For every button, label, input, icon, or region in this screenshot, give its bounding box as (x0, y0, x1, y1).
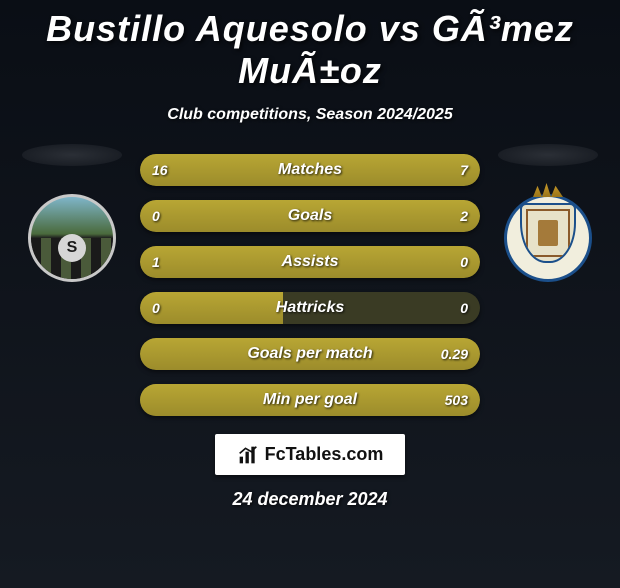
bar-label: Min per goal (263, 391, 357, 409)
bar-label: Matches (278, 161, 342, 179)
stat-bar: Min per goal 503 (140, 384, 480, 416)
footer: FcTables.com 24 december 2024 (20, 434, 600, 510)
bar-value-right: 2 (460, 208, 468, 224)
chart-icon (237, 445, 259, 465)
bar-value-left: 1 (152, 254, 160, 270)
bar-fill-left (140, 292, 283, 324)
bar-value-right: 0.29 (441, 346, 468, 362)
bar-label: Goals per match (247, 345, 372, 363)
bar-fill-right (201, 200, 480, 232)
subtitle: Club competitions, Season 2024/2025 (20, 106, 600, 124)
stat-bars: 16 Matches 7 0 Goals 2 1 Assists 0 0 Hattricks 0 Goa… (140, 154, 480, 416)
bar-label: Assists (282, 253, 339, 271)
date-label: 24 december 2024 (232, 489, 387, 510)
bar-fill-left (140, 338, 259, 370)
bar-value-left: 0 (152, 208, 160, 224)
stat-bar: 1 Assists 0 (140, 246, 480, 278)
stat-bar: 16 Matches 7 (140, 154, 480, 186)
bar-label: Hattricks (276, 299, 344, 317)
right-player-col (498, 144, 598, 282)
stat-bar: 0 Goals 2 (140, 200, 480, 232)
right-club-badge (504, 194, 592, 282)
brand-label: FcTables.com (265, 444, 384, 465)
bar-value-right: 0 (460, 300, 468, 316)
bar-fill-left (140, 200, 201, 232)
left-club-badge: S (28, 194, 116, 282)
page-title: Bustillo Aquesolo vs GÃ³mez MuÃ±oz (20, 8, 600, 92)
comparison-panel: S 16 Matches 7 0 Goals 2 1 Assists 0 0 Hattricks 0 G… (20, 154, 600, 416)
bar-fill-left (140, 154, 378, 186)
brand-badge[interactable]: FcTables.com (215, 434, 406, 475)
bar-value-right: 0 (460, 254, 468, 270)
shield-icon (520, 203, 576, 263)
bar-value-right: 503 (445, 392, 468, 408)
bar-value-left: 16 (152, 162, 168, 178)
stat-bar: Goals per match 0.29 (140, 338, 480, 370)
left-player-col: S (22, 144, 122, 282)
bar-value-right: 7 (460, 162, 468, 178)
crown-icon (533, 183, 563, 197)
left-club-initial: S (58, 234, 86, 262)
shadow-oval-left (22, 144, 122, 166)
bar-value-left: 0 (152, 300, 160, 316)
shadow-oval-right (498, 144, 598, 166)
bar-label: Goals (288, 207, 332, 225)
stat-bar: 0 Hattricks 0 (140, 292, 480, 324)
